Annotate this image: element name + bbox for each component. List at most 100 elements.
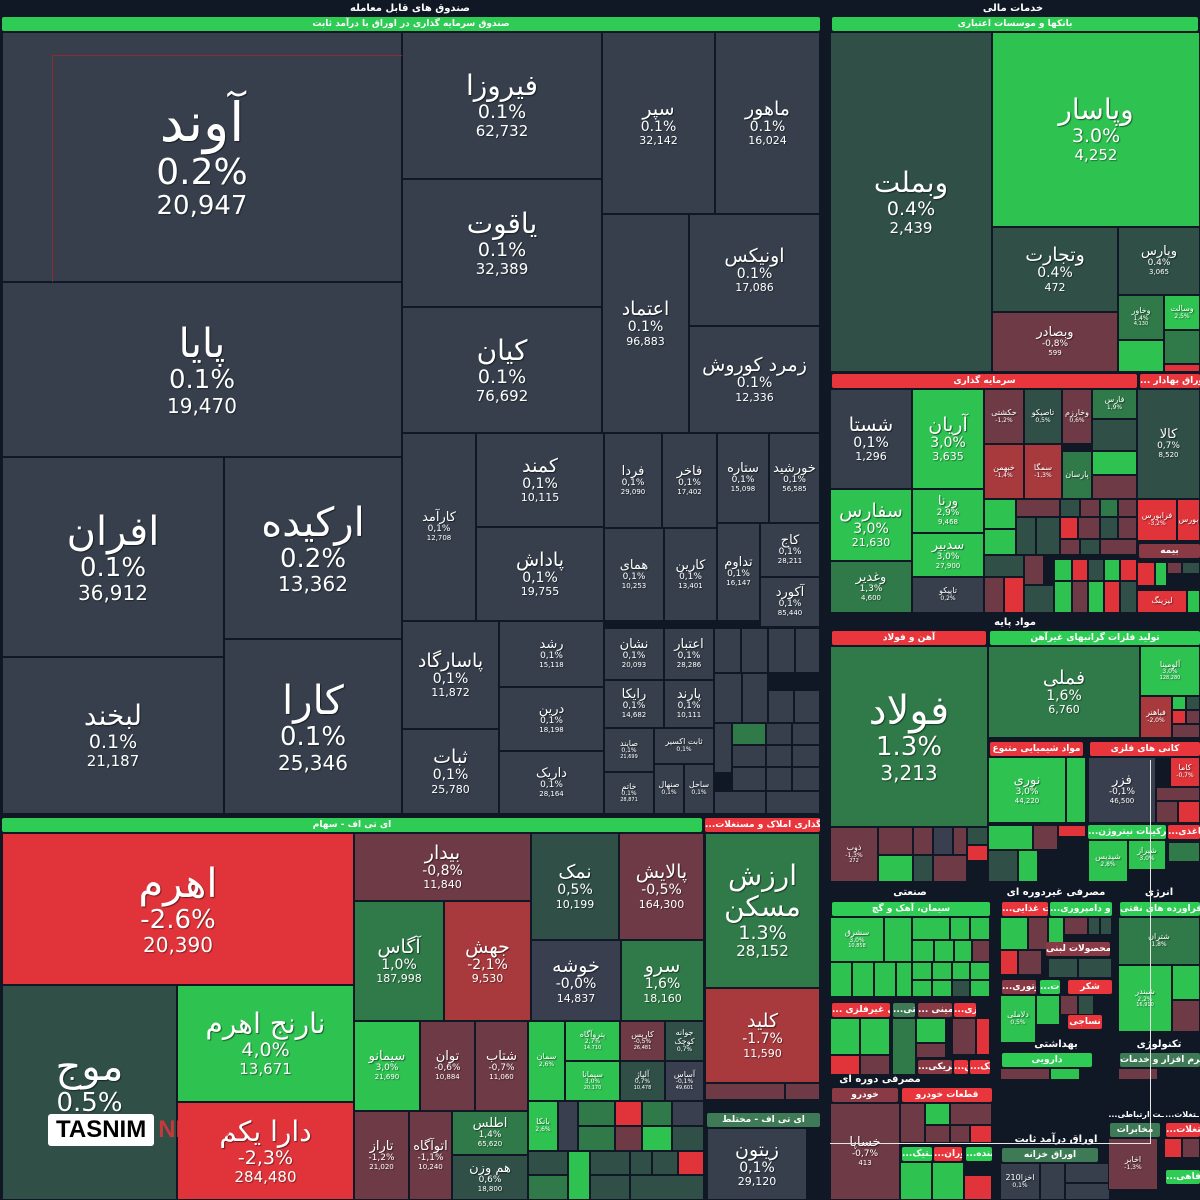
tile-dara-yekom[interactable]: دارا یکم -2,3% 284,480	[177, 1102, 354, 1200]
tile-asas[interactable]: آساس -0,1% 49,601	[665, 1061, 704, 1101]
mini-tile[interactable]	[1066, 757, 1086, 823]
mini-tile[interactable]	[785, 1083, 820, 1100]
mini-tile[interactable]	[912, 917, 950, 940]
mini-tile[interactable]	[1104, 559, 1120, 581]
tile-zeitoon[interactable]: زیتون 0,1% 29,120	[707, 1128, 807, 1200]
tile-kaj[interactable]: کاج 0,1% 28,211	[760, 523, 820, 577]
mini-tile[interactable]	[916, 1043, 946, 1058]
tile-darik[interactable]: داریک 0,1% 28,164	[499, 751, 604, 814]
tile-simano[interactable]: سیمانو 3,0% 21,690	[354, 1021, 420, 1111]
mini-tile[interactable]	[714, 791, 766, 814]
tile-onyx[interactable]: اونیکس 0.1% 17,086	[689, 214, 820, 326]
mini-tile[interactable]	[1000, 950, 1018, 975]
tile-sarv[interactable]: سرو 1,6% 18,160	[621, 940, 704, 1021]
mini-tile[interactable]	[830, 1018, 860, 1055]
tile-bidar[interactable]: بیدار -0,8% 11,840	[354, 833, 531, 901]
tile-pasargad[interactable]: پاسارگاد 0,1% 11,872	[402, 621, 499, 729]
mini-tile[interactable]	[976, 1018, 990, 1055]
tile-khabahman[interactable]: خبهمن -1,4%	[984, 444, 1024, 499]
mini-tile[interactable]	[1156, 801, 1178, 823]
mini-tile[interactable]	[1000, 1068, 1050, 1080]
band-metal-minerals[interactable]: کانی های فلزی	[1090, 742, 1200, 756]
mini-tile[interactable]	[578, 1126, 615, 1151]
tile-shetran[interactable]: شتران 1,8%	[1118, 917, 1200, 965]
tile-aluminum[interactable]: آلومینا 3,0% 128,280	[1140, 646, 1200, 696]
tile-sabet-exir[interactable]: ثابت اکسیر 0,1%	[654, 728, 714, 764]
mini-tile[interactable]	[964, 1175, 992, 1200]
mini-tile[interactable]	[1088, 917, 1100, 935]
band-construction[interactable]: ...ـسازی	[954, 1003, 976, 1017]
tile-caris[interactable]: کاریس -0,5% 26,481	[620, 1021, 665, 1061]
band-industrial-s1[interactable]: ...ـن	[954, 1060, 968, 1074]
tile-fakher[interactable]: فاخر 0,1% 17,402	[662, 433, 717, 528]
mini-tile[interactable]	[615, 1101, 642, 1126]
mini-tile[interactable]	[1060, 517, 1078, 539]
mini-tile[interactable]	[795, 628, 820, 673]
mini-tile[interactable]	[967, 845, 988, 861]
mini-tile[interactable]	[970, 962, 990, 980]
mini-tile[interactable]	[1104, 581, 1120, 613]
mini-tile[interactable]	[933, 827, 953, 855]
mini-tile[interactable]	[1016, 499, 1060, 517]
mini-tile[interactable]	[950, 917, 970, 940]
tile-boors[interactable]: بورس	[1177, 499, 1200, 541]
mini-tile[interactable]	[1172, 696, 1186, 710]
mini-tile[interactable]	[714, 723, 732, 773]
mini-tile[interactable]	[1080, 539, 1100, 555]
tile-shapdis[interactable]: شپدیس 2,8%	[1088, 840, 1128, 882]
tile-agas[interactable]: آگاس 1,0% 187,998	[354, 901, 444, 1021]
tile-narenj-ahram[interactable]: نارنج اهرم 4,0% 13,671	[177, 985, 354, 1102]
tile-vkharazm[interactable]: وخارزم 0,6%	[1062, 389, 1092, 444]
band-sugar[interactable]: شکر	[1068, 980, 1112, 994]
tile-atlas[interactable]: اطلس 1,4% 65,620	[452, 1111, 528, 1155]
mini-tile[interactable]	[912, 940, 934, 962]
band-nonferrous-metals[interactable]: تولید فلزات گرانبهای غیرآهن	[990, 631, 1200, 645]
mini-tile[interactable]	[1060, 499, 1080, 517]
band-auto-parts[interactable]: قطعات خودرو	[902, 1088, 992, 1102]
mini-tile[interactable]	[630, 1175, 704, 1200]
tile-varna[interactable]: ورنا 2,9% 9,468	[912, 489, 984, 533]
tile-khosheh[interactable]: خوشه -0,0% 14,837	[531, 940, 621, 1021]
mini-tile[interactable]	[732, 767, 766, 791]
tile-firouza[interactable]: فیروزا 0.1% 62,732	[402, 32, 602, 179]
mini-tile[interactable]	[1033, 825, 1058, 850]
mini-tile[interactable]	[1120, 581, 1137, 613]
tile-arzesh-maskan[interactable]: ارزش مسکن 1.3% 28,152	[705, 833, 820, 988]
tile-alyaz[interactable]: آلیاژ 0,7% 10,478	[620, 1061, 665, 1101]
mini-tile[interactable]	[766, 791, 820, 814]
mini-tile[interactable]	[1028, 917, 1048, 950]
mini-tile[interactable]	[705, 1083, 785, 1100]
tile-karin[interactable]: کارین 0,1% 13,401	[664, 528, 717, 621]
mini-tile[interactable]	[1172, 1000, 1200, 1032]
band-chemical-products[interactable]: ...د و ترکیبات نیتروژن	[1088, 825, 1166, 839]
mini-tile[interactable]	[900, 1103, 925, 1143]
tile-etemad[interactable]: اعتماد 0.1% 96,883	[602, 214, 689, 433]
band-industrial-s2[interactable]: ...ـیک	[970, 1060, 990, 1074]
mini-tile[interactable]	[874, 962, 896, 997]
mini-tile[interactable]	[1172, 724, 1200, 738]
band-telecom[interactable]: مخابرات	[1110, 1123, 1160, 1137]
mini-tile[interactable]	[852, 962, 874, 997]
band-etf-stocks[interactable]: ای تی اف - سهام	[2, 818, 702, 832]
tile-vpasar[interactable]: وپاسار 3.0% 4,252	[992, 32, 1200, 227]
mini-tile[interactable]	[1018, 850, 1038, 882]
mini-tile[interactable]	[1088, 581, 1104, 613]
tile-kama[interactable]: کاما -0,7%	[1170, 757, 1200, 787]
mini-tile[interactable]	[950, 1103, 992, 1125]
tile-vghadir[interactable]: وغدیر 1,3% 4,600	[830, 561, 912, 613]
mini-tile[interactable]	[916, 1018, 946, 1043]
mini-tile[interactable]	[1164, 330, 1200, 364]
mini-tile[interactable]	[1118, 499, 1137, 517]
mini-tile[interactable]	[615, 1126, 642, 1151]
mini-tile[interactable]	[1054, 581, 1072, 613]
mini-tile[interactable]	[1060, 995, 1078, 1015]
band-fixed-income-funds[interactable]: صندوق سرمایه گذاری در اوراق با درآمد ثاب…	[2, 17, 820, 31]
tile-kala[interactable]: کالا 0,7% 8,520	[1137, 389, 1200, 499]
mini-tile[interactable]	[768, 628, 795, 673]
band-food[interactable]: ...ـات غذایی	[1002, 902, 1048, 916]
mini-tile[interactable]	[860, 1055, 890, 1075]
tile-afran[interactable]: افران 0.1% 36,912	[2, 457, 224, 657]
tile-arian[interactable]: آریان 3,0% 3,635	[912, 389, 984, 489]
mini-tile[interactable]	[792, 767, 820, 791]
mini-tile[interactable]	[950, 1125, 970, 1143]
